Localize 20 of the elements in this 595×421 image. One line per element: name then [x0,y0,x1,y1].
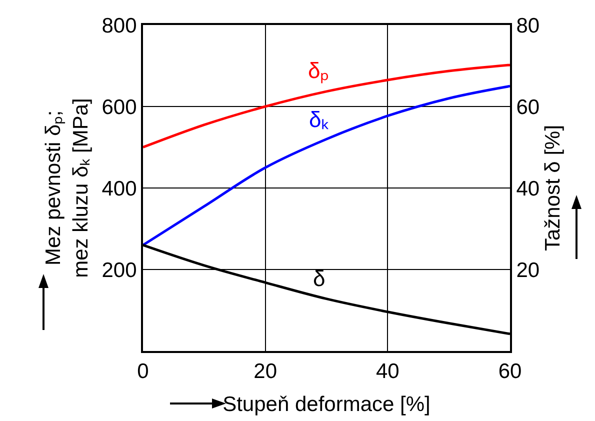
line-series [143,84,510,246]
y2-tick-label: 80 [516,14,540,38]
series-label: δₚ [308,58,330,84]
series-label: δₖ [309,107,330,132]
x-axis-title: Stupeň deformace [%] [222,392,430,416]
y2-tick-label: 40 [516,177,540,200]
x-tick-label: 60 [498,360,522,384]
x-tick-label: 20 [254,360,278,384]
line-series [143,64,510,148]
y-tick-label: 800 [102,14,137,38]
y2-tick-label: 60 [516,96,540,119]
y-axis-title: Mez pevnosti δₚ; mez kluzu δₖ [MPa] [42,98,92,278]
y2-axis-title: Tažnost δ [%] [541,124,564,252]
y2-tick-label: 20 [516,258,540,282]
series-label: δ [313,266,326,291]
y-tick-label: 600 [102,96,137,119]
x-tick-label: 40 [376,360,400,384]
y-tick-label: 400 [102,177,137,200]
y-tick-label: 200 [102,258,137,282]
x-tick-label: 0 [137,360,149,384]
